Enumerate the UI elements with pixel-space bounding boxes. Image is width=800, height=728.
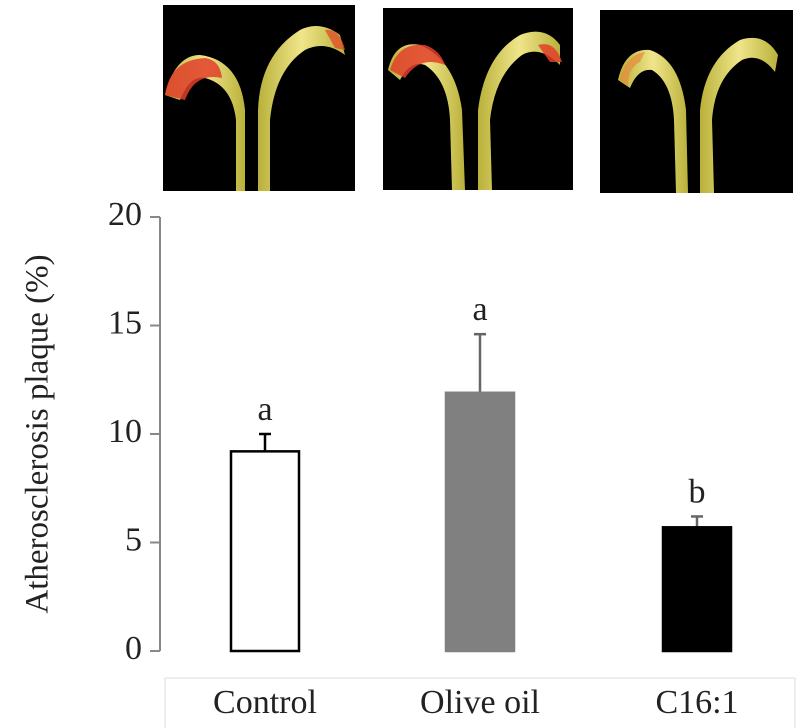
photo-control	[163, 5, 355, 191]
bar	[661, 526, 733, 653]
x-tick-label: Control	[213, 684, 317, 721]
x-tick-label: Olive oil	[420, 684, 540, 721]
photo-olive-oil	[383, 8, 573, 191]
bar	[229, 450, 301, 653]
significance-label: b	[689, 473, 706, 510]
y-tick-label: 0	[125, 630, 142, 667]
significance-label: a	[472, 291, 487, 328]
photo-c16-1	[600, 10, 793, 193]
bar	[444, 391, 516, 653]
y-tick-label: 20	[108, 196, 142, 233]
label-frame	[164, 677, 796, 728]
y-tick-label: 15	[108, 304, 142, 341]
y-tick-label: 10	[108, 413, 142, 450]
y-axis-label: Atherosclerosis plaque (%)	[20, 254, 56, 613]
x-tick-label: C16:1	[655, 684, 738, 721]
significance-label: a	[257, 391, 272, 428]
y-tick-label: 5	[125, 521, 142, 558]
